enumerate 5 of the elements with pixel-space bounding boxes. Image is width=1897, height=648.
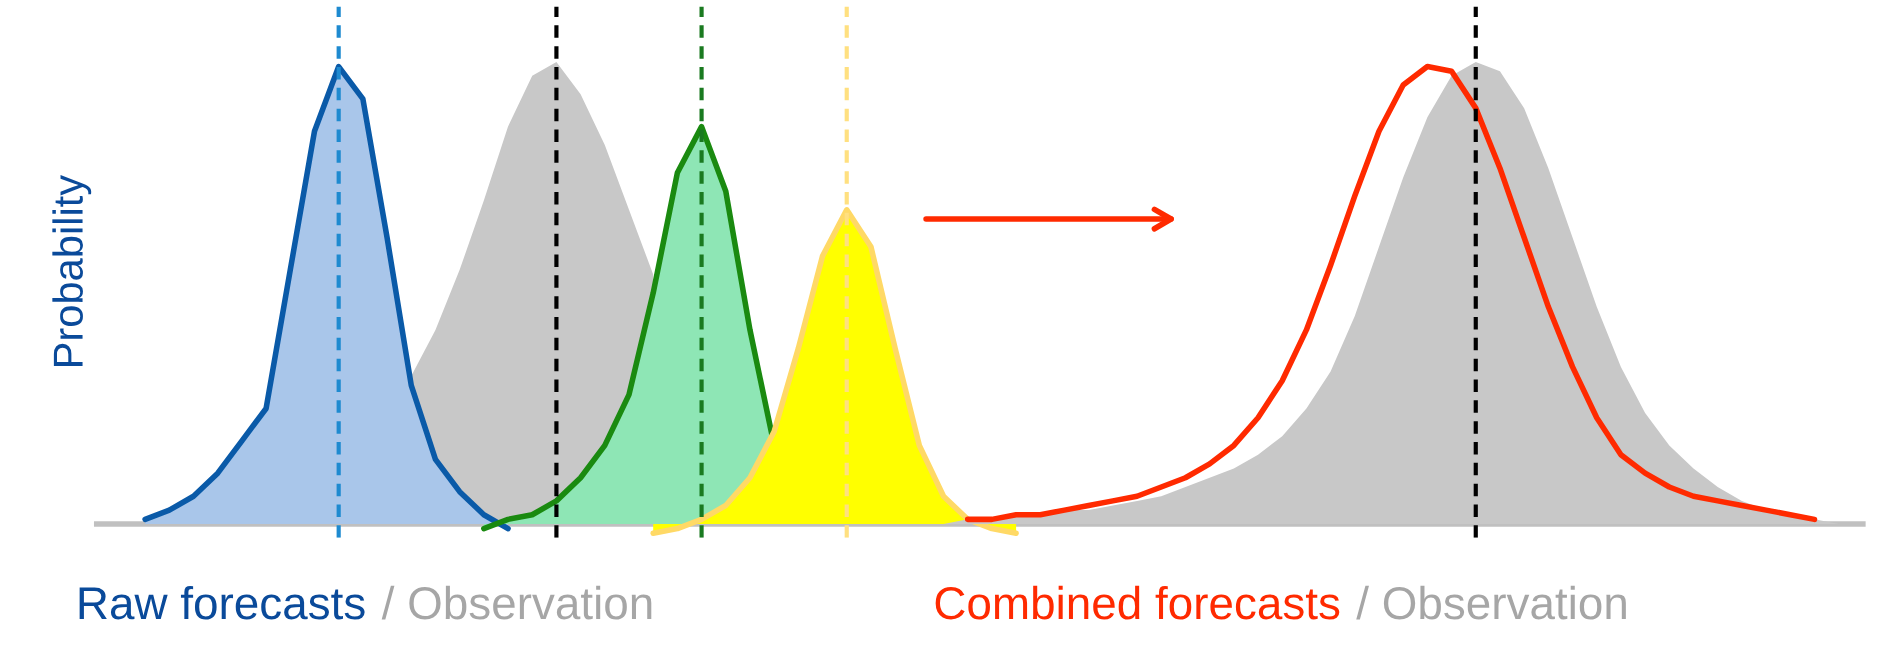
series-label: Combined forecasts — [935, 585, 1340, 620]
series-label: / Observation — [1356, 585, 1626, 620]
series-label: Raw forecasts — [79, 585, 365, 620]
y-axis-title: Probability — [52, 174, 92, 367]
series-label: / Observation — [381, 585, 652, 620]
